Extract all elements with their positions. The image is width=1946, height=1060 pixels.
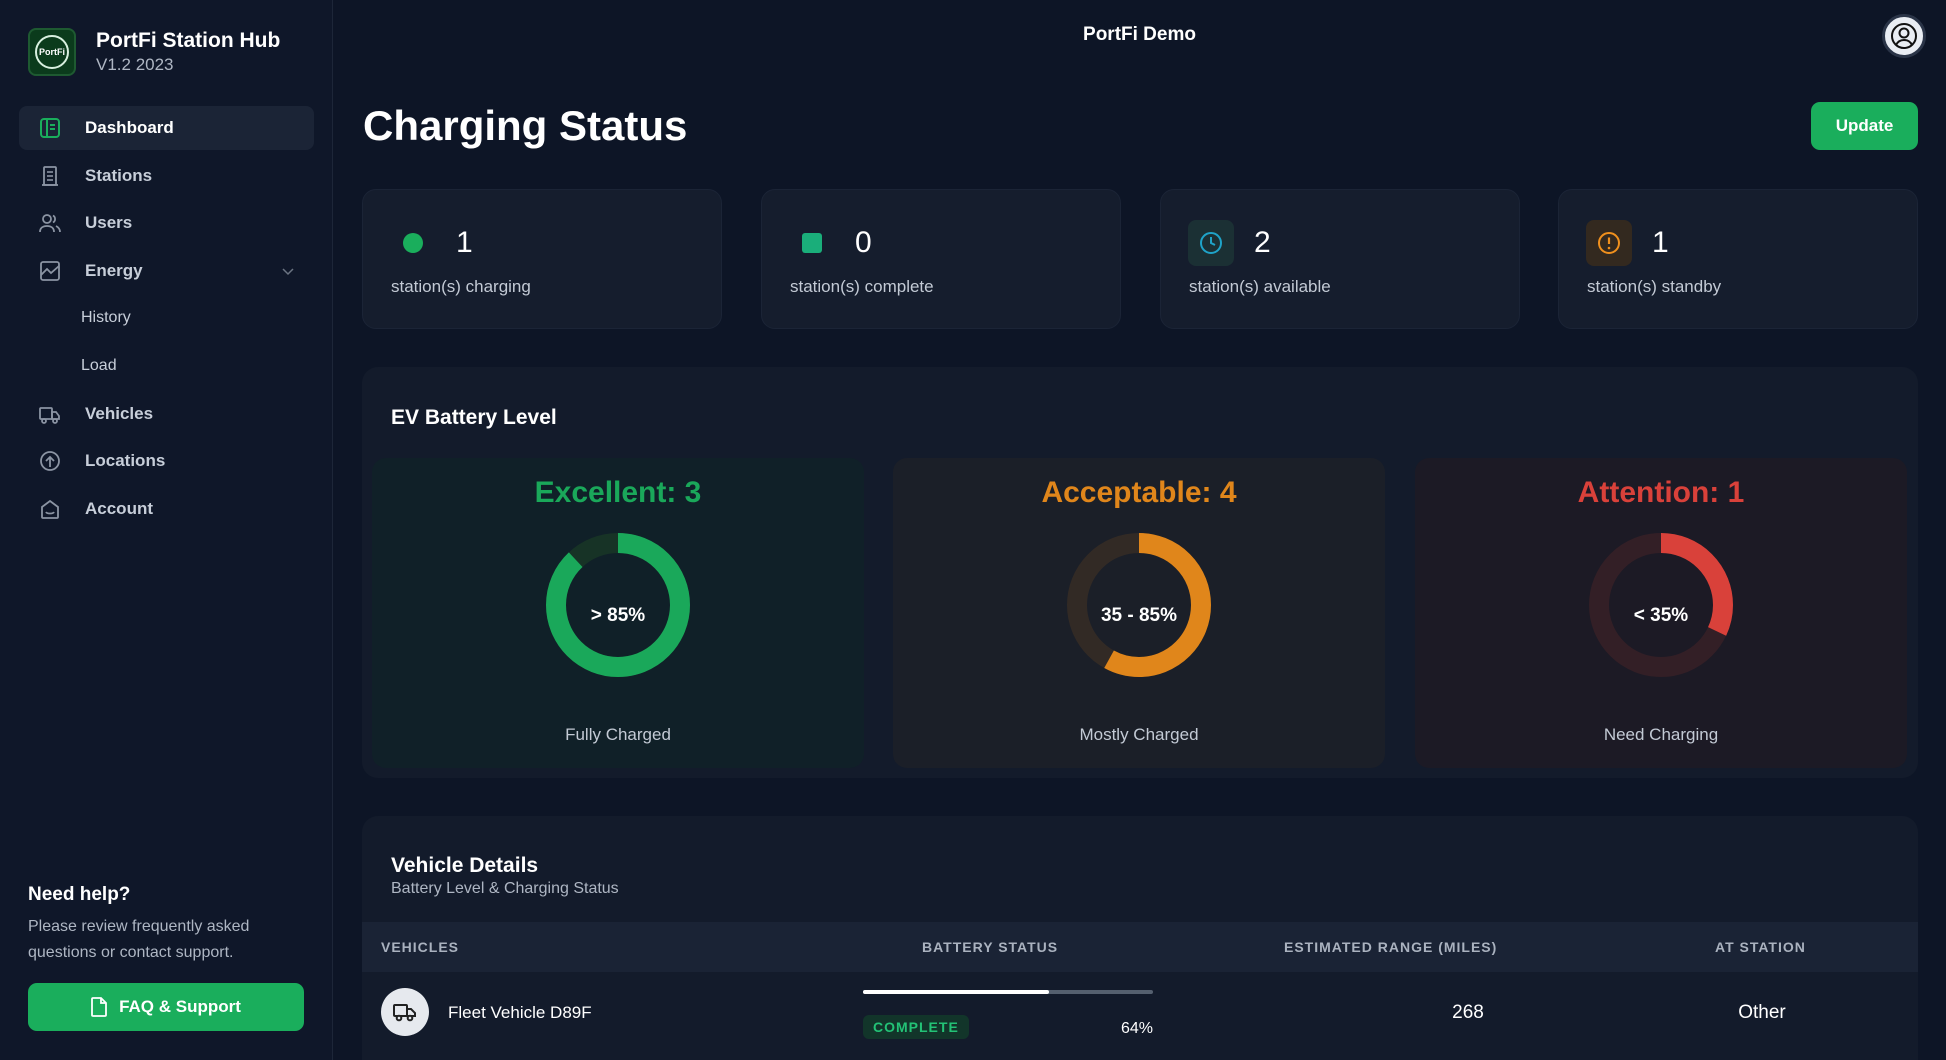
complete-square-icon	[789, 220, 835, 266]
sidebar-item-locations[interactable]: Locations	[19, 439, 314, 483]
building-icon	[38, 164, 62, 188]
logo-text: PortFi	[35, 35, 69, 69]
battery-range-label: < 35%	[1633, 605, 1689, 626]
stat-value: 2	[1254, 226, 1271, 259]
sidebar-item-label: History	[81, 309, 131, 327]
table-row[interactable]: Fleet Vehicle D89F COMPLETE 64% 268 Othe…	[362, 972, 1918, 1060]
vehicle-details-title: Vehicle Details	[391, 854, 539, 877]
help-title: Need help?	[28, 884, 131, 905]
app-version: V1.2 2023	[96, 54, 174, 74]
battery-card-excellent: Excellent: 3 > 85% Fully Charged	[372, 458, 864, 768]
battery-card-attention: Attention: 1 < 35% Need Charging	[1415, 458, 1907, 768]
logo: PortFi	[28, 28, 76, 76]
battery-range-label: > 85%	[590, 605, 646, 626]
chart-icon	[38, 259, 62, 283]
sidebar-item-label: Users	[85, 213, 133, 233]
sidebar-item-energy[interactable]: Energy	[19, 249, 314, 293]
battery-card-footer: Fully Charged	[565, 725, 671, 744]
column-header-battery-status[interactable]: BATTERY STATUS	[922, 939, 1059, 955]
faq-support-button[interactable]: FAQ & Support	[28, 983, 304, 1031]
update-button[interactable]: Update	[1811, 102, 1918, 150]
stat-label: station(s) available	[1189, 277, 1331, 296]
users-icon	[38, 211, 62, 235]
location-icon	[38, 449, 62, 473]
donut-arc	[1589, 533, 1733, 677]
help-text: Please review frequently asked questions…	[28, 918, 250, 961]
stat-label: station(s) charging	[391, 277, 531, 296]
battery-card-footer: Need Charging	[1603, 725, 1719, 744]
stat-value: 1	[1652, 226, 1669, 259]
donut-arc	[1067, 533, 1211, 677]
vehicle-details-subtitle: Battery Level & Charging Status	[391, 880, 619, 897]
vehicle-name[interactable]: Fleet Vehicle D89F	[448, 1003, 592, 1022]
battery-card-title: Excellent: 3	[534, 476, 702, 509]
battery-card-title: Acceptable: 4	[1041, 476, 1237, 509]
stat-label: station(s) complete	[790, 277, 934, 296]
donut-acceptable	[1067, 533, 1211, 677]
sidebar-item-label: Vehicles	[85, 403, 154, 423]
user-avatar[interactable]	[1882, 14, 1926, 58]
sidebar-item-label: Stations	[85, 165, 153, 185]
battery-card-footer: Mostly Charged	[1079, 725, 1199, 744]
stat-value: 1	[456, 226, 473, 259]
at-station: Other	[1738, 1002, 1786, 1023]
sidebar-item-vehicles[interactable]: Vehicles	[19, 392, 314, 436]
donut-attention	[1589, 533, 1733, 677]
chevron-down-icon	[282, 261, 294, 281]
clock-icon	[1188, 220, 1234, 266]
battery-progress-bar	[863, 990, 1153, 994]
stat-card-standby: 1 station(s) standby	[1558, 189, 1918, 329]
sidebar-item-account[interactable]: Account	[19, 487, 314, 531]
dashboard-icon	[38, 116, 62, 140]
truck-icon	[38, 402, 62, 426]
sidebar-item-label: Energy	[85, 260, 143, 280]
sidebar-item-label: Account	[85, 498, 153, 518]
stat-card-available: 2 station(s) available	[1160, 189, 1520, 329]
stat-card-charging: 1 station(s) charging	[362, 189, 722, 329]
stat-label: station(s) standby	[1587, 277, 1722, 296]
vehicle-details-panel: Vehicle Details Battery Level & Charging…	[362, 816, 1918, 1060]
sidebar-nav: Dashboard Stations Users Energy History	[19, 106, 314, 534]
table-header: VEHICLES BATTERY STATUS ESTIMATED RANGE …	[362, 922, 1918, 972]
truck-icon	[381, 988, 429, 1036]
battery-panel: EV Battery Level Excellent: 3 > 85% Full…	[362, 367, 1918, 778]
column-header-at-station[interactable]: AT STATION	[1715, 939, 1806, 955]
faq-support-label: FAQ & Support	[119, 997, 241, 1016]
sidebar-item-label: Dashboard	[85, 118, 174, 137]
sidebar-item-label: Locations	[85, 451, 166, 471]
sidebar-item-dashboard[interactable]: Dashboard	[19, 106, 314, 150]
sidebar-item-history[interactable]: History	[19, 296, 314, 340]
battery-percent: 64%	[1120, 1020, 1153, 1037]
battery-progress-fill	[863, 990, 1049, 994]
sidebar-item-users[interactable]: Users	[19, 201, 314, 245]
battery-card-title: Attention: 1	[1577, 476, 1745, 509]
app-title: PortFi Station Hub	[96, 28, 281, 52]
column-header-estimated-range[interactable]: ESTIMATED RANGE (MILES)	[1284, 939, 1498, 955]
battery-title: EV Battery Level	[391, 406, 557, 429]
status-badge: COMPLETE	[863, 1015, 969, 1039]
donut-excellent	[546, 533, 690, 677]
help-section: Need help? Please review frequently aske…	[28, 884, 308, 966]
alert-icon	[1586, 220, 1632, 266]
home-icon	[38, 497, 62, 521]
battery-range-label: 35 - 85%	[1100, 605, 1178, 626]
document-icon	[91, 997, 107, 1017]
column-header-vehicles[interactable]: VEHICLES	[381, 939, 460, 955]
sidebar-item-load[interactable]: Load	[19, 344, 314, 388]
stat-card-complete: 0 station(s) complete	[761, 189, 1121, 329]
estimated-range: 268	[1452, 1002, 1484, 1023]
sidebar: PortFi PortFi Station Hub V1.2 2023 Dash…	[0, 0, 333, 1060]
donut-arc	[546, 533, 690, 677]
brand: PortFi PortFi Station Hub V1.2 2023	[28, 28, 280, 76]
charging-dot-icon	[390, 220, 436, 266]
battery-card-acceptable: Acceptable: 4 35 - 85% Mostly Charged	[893, 458, 1385, 768]
user-icon	[1891, 23, 1917, 49]
sidebar-item-label: Load	[81, 356, 117, 374]
page-title: Charging Status	[363, 102, 688, 149]
org-name: PortFi Demo	[1083, 24, 1196, 45]
sidebar-item-stations[interactable]: Stations	[19, 154, 314, 198]
stat-value: 0	[855, 226, 872, 259]
